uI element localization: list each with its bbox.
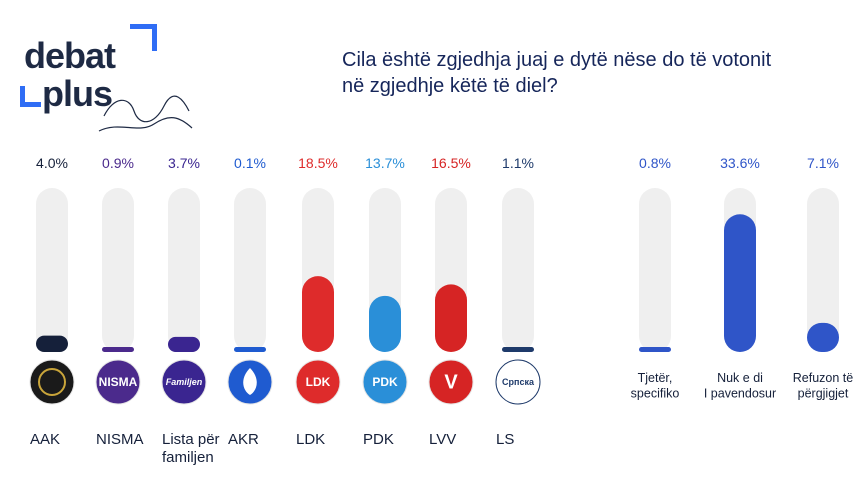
value-label: 16.5% <box>431 155 471 171</box>
logo-text: V <box>444 372 458 394</box>
bar <box>168 336 200 352</box>
logo-word-plus: plus <box>42 73 113 114</box>
value-label: 0.8% <box>639 155 671 171</box>
category-label: Refuzon të <box>793 371 854 385</box>
category-label: AAK <box>30 431 60 448</box>
survey-question: Cila është zgjedhja juaj e dytë nëse do … <box>342 47 842 99</box>
akr-flame-shape <box>243 368 257 395</box>
value-label: 18.5% <box>298 155 338 171</box>
bar-track <box>168 188 200 352</box>
bar-track <box>234 188 266 352</box>
value-label: 0.9% <box>102 155 134 171</box>
category-label: Tjetër, <box>638 371 673 385</box>
category-label: PDK <box>363 431 394 448</box>
logo-word-debat: debat <box>24 35 116 76</box>
category-label: I pavendosur <box>704 387 776 401</box>
logo-bracket-bottom-icon <box>20 86 41 107</box>
value-label: 33.6% <box>720 155 760 171</box>
category-label: LVV <box>429 431 456 448</box>
category-label: AKR <box>228 431 259 448</box>
bar-track <box>102 188 134 352</box>
bar <box>302 276 334 352</box>
question-line-1: Cila është zgjedhja juaj e dytë nëse do … <box>342 49 772 71</box>
ls-logo-icon <box>495 359 541 405</box>
value-label: 3.7% <box>168 155 200 171</box>
category-label: Lista për <box>162 431 220 448</box>
bar <box>435 284 467 352</box>
aak-emblem-icon <box>29 359 75 405</box>
category-label: LS <box>496 431 514 448</box>
bar-track <box>639 188 671 352</box>
value-label: 0.1% <box>234 155 266 171</box>
bar-track <box>36 188 68 352</box>
category-label: NISMA <box>96 431 144 448</box>
ldk-logo-icon <box>295 359 341 405</box>
value-label: 13.7% <box>365 155 405 171</box>
category-label: specifiko <box>631 387 680 401</box>
logo-text: Српска <box>502 377 535 387</box>
logo-bracket-top-icon <box>130 24 157 51</box>
bar <box>234 347 266 352</box>
value-label: 4.0% <box>36 155 68 171</box>
logo-text: NISMA <box>99 375 138 389</box>
signature-icon <box>98 95 193 132</box>
bar <box>807 322 839 352</box>
familjen-logo-icon <box>161 359 207 405</box>
bar <box>724 214 756 352</box>
logo-text: Familjen <box>166 377 203 387</box>
pdk-logo-icon <box>362 359 408 405</box>
debat-plus-logo: debat plus <box>14 24 194 144</box>
category-label: përgjigjet <box>798 387 849 401</box>
bar <box>639 347 671 352</box>
value-label: 7.1% <box>807 155 839 171</box>
logo-text: LDK <box>306 375 331 389</box>
bar-track <box>502 188 534 352</box>
category-label: familjen <box>162 449 214 466</box>
nisma-logo-icon <box>95 359 141 405</box>
question-line-2: në zgjedhje këtë të diel? <box>342 75 558 97</box>
bar <box>369 295 401 352</box>
aak-emblem-ring <box>38 368 66 396</box>
bar <box>502 347 534 352</box>
category-label: Nuk e di <box>717 371 763 385</box>
bar <box>102 347 134 352</box>
value-label: 1.1% <box>502 155 534 171</box>
category-label: LDK <box>296 431 325 448</box>
bar-track <box>807 188 839 352</box>
lvv-logo-icon <box>428 359 474 405</box>
logo-text: PDK <box>372 375 398 389</box>
bar <box>36 335 68 352</box>
